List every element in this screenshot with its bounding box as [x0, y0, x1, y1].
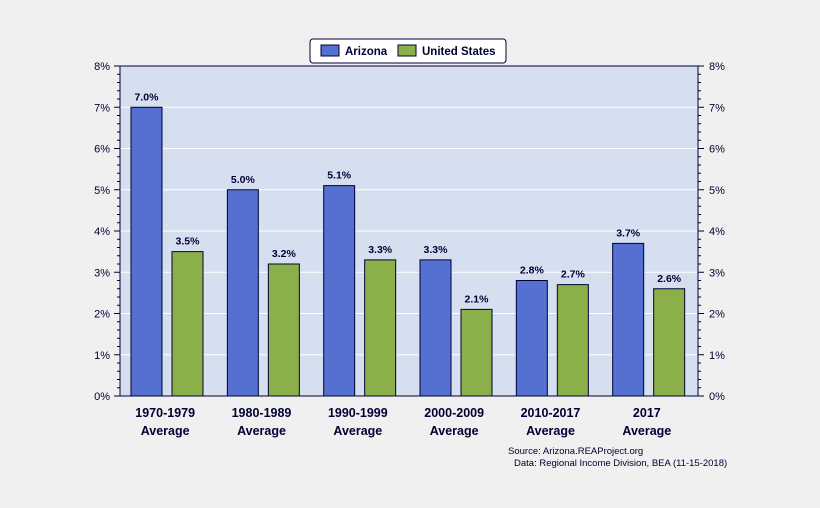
bars — [130, 106, 686, 397]
legend-swatch — [320, 44, 340, 57]
x-category-label: Average — [622, 424, 671, 438]
x-category-label: 1980-1989 — [232, 406, 292, 420]
x-category-label: 2000-2009 — [424, 406, 484, 420]
bar-arizona — [130, 106, 163, 397]
data-label: 3.7% — [616, 227, 641, 239]
y-tick-label-right: 7% — [709, 102, 725, 114]
bar-united-states — [267, 263, 300, 397]
y-axis-right: 0% 1% 2% 3% 4% 5% 6% 7% 8% — [698, 61, 725, 403]
y-tick-label-left: 4% — [94, 226, 110, 238]
x-category-label: Average — [333, 424, 382, 438]
y-tick-label-left: 7% — [94, 102, 110, 114]
bar-arizona — [226, 189, 259, 397]
y-tick-label-left: 6% — [94, 144, 110, 156]
source-line: Source: Arizona.REAProject.org — [508, 446, 643, 457]
y-tick-label-left: 3% — [94, 267, 110, 279]
bar-united-states — [556, 284, 589, 397]
bar-united-states — [364, 259, 397, 397]
x-category-label: 2017 — [633, 406, 661, 420]
y-tick-label-right: 6% — [709, 144, 725, 156]
data-label: 7.0% — [135, 91, 160, 103]
x-category-label: Average — [526, 424, 575, 438]
y-tick-label-right: 3% — [709, 267, 725, 279]
y-tick-label-right: 8% — [709, 61, 725, 73]
legend-swatch — [397, 44, 417, 57]
data-label: 2.8% — [520, 265, 545, 277]
x-category-label: Average — [237, 424, 286, 438]
y-tick-label-right: 1% — [709, 350, 725, 362]
data-label: 3.3% — [368, 244, 393, 256]
x-category-label: 2010-2017 — [521, 406, 581, 420]
bar-arizona — [515, 280, 548, 397]
y-tick-label-left: 0% — [94, 391, 110, 403]
x-category-label: Average — [141, 424, 190, 438]
x-category-label: Average — [430, 424, 479, 438]
data-label: 3.5% — [176, 236, 201, 248]
y-tick-label-right: 0% — [709, 391, 725, 403]
data-label: 3.3% — [424, 244, 449, 256]
legend-label: United States — [422, 46, 496, 58]
bar-arizona — [612, 242, 645, 397]
y-tick-label-right: 5% — [709, 185, 725, 197]
legend: Arizona United States — [309, 38, 507, 64]
bar-united-states — [460, 308, 493, 397]
data-label: 5.1% — [327, 170, 352, 182]
bar-united-states — [171, 251, 204, 397]
x-category-label: 1990-1999 — [328, 406, 388, 420]
bar-arizona — [323, 185, 356, 397]
bar-arizona — [419, 259, 452, 397]
bar-united-states — [653, 288, 686, 397]
y-axis-left: 0% 1% 2% 3% 4% 5% 6% 7% 8% — [94, 61, 120, 403]
data-label: 3.2% — [272, 248, 297, 260]
data-labels: 7.0% 3.5% 5.0% 3.2% 5.1% 3.3% 3.3% 2.1% 2.8% 2.7%… — [135, 91, 682, 305]
data-label: 2.6% — [657, 273, 682, 285]
y-tick-label-left: 8% — [94, 61, 110, 73]
x-category-label: 1970-1979 — [135, 406, 195, 420]
data-label: 2.7% — [561, 269, 586, 281]
y-tick-label-left: 2% — [94, 309, 110, 321]
y-tick-label-right: 4% — [709, 226, 725, 238]
y-tick-label-right: 2% — [709, 309, 725, 321]
legend-label: Arizona — [345, 46, 388, 58]
x-axis: 1970-1979 Average 1980-1989 Average 1990-199… — [135, 406, 671, 438]
data-label: 2.1% — [465, 293, 490, 305]
y-tick-label-left: 5% — [94, 185, 110, 197]
source-line: Data: Regional Income Division, BEA (11-… — [514, 458, 727, 469]
data-label: 5.0% — [231, 174, 256, 186]
y-tick-label-left: 1% — [94, 350, 110, 362]
